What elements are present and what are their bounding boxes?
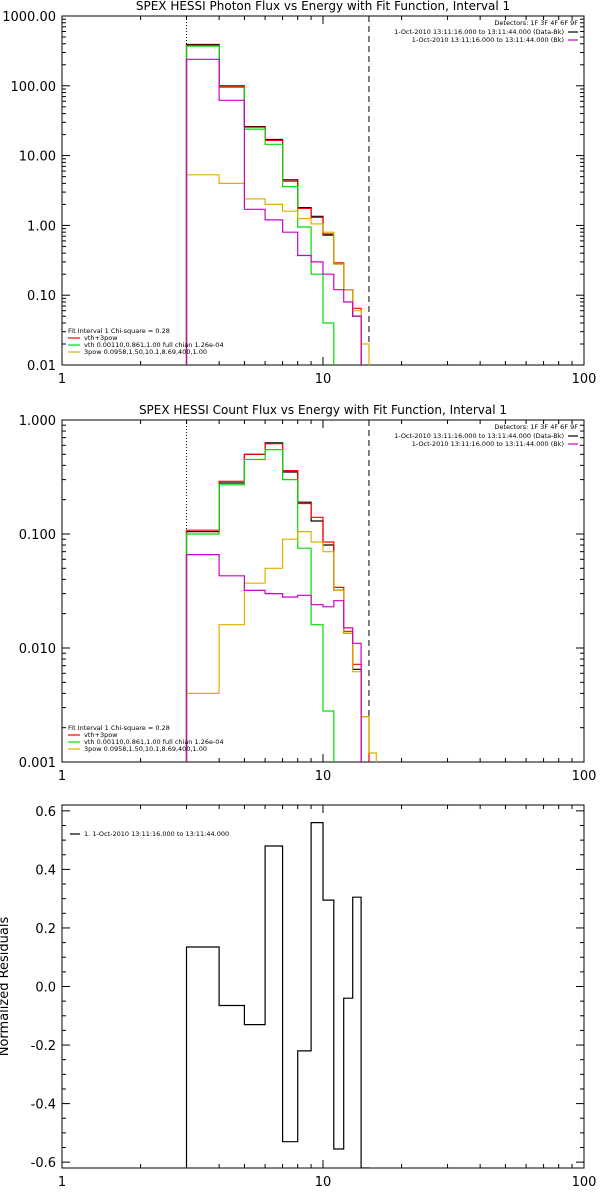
series-thermal-line bbox=[185, 45, 335, 365]
y-tick-label: 0.01 bbox=[27, 359, 56, 374]
legend-bottom-entry-label: vth+3pow bbox=[84, 731, 118, 739]
y-tick-label: 1.000 bbox=[19, 414, 56, 429]
y-tick-label: -0.4 bbox=[31, 1098, 56, 1113]
legend-bottom-entry-label: 3pow 0.0958,1.50,10.1,8.69,400,1.00 bbox=[84, 745, 207, 753]
x-tick-label: 10 bbox=[315, 1175, 332, 1190]
x-tick-label: 10 bbox=[315, 769, 332, 784]
legend-fit-header: Fit Interval 1 Chi-square = 0.28 bbox=[68, 327, 170, 335]
y-tick-label: 10.00 bbox=[19, 150, 56, 165]
y-tick-label: -0.6 bbox=[31, 1156, 56, 1171]
legend-entry-label: 1. 1-Oct-2010 13:11:16.000 to 13:11:44.0… bbox=[84, 830, 229, 838]
chart-panel-1: SPEX HESSI Photon Flux vs Energy with Fi… bbox=[2, 0, 596, 387]
y-tick-label: 100.00 bbox=[11, 80, 57, 95]
series-thermal-line bbox=[185, 449, 335, 762]
series-data-line bbox=[185, 442, 362, 762]
x-tick-label: 10 bbox=[315, 372, 332, 387]
x-tick-label: 1 bbox=[58, 372, 66, 387]
x-tick-label: 100 bbox=[572, 1175, 597, 1190]
y-tick-label: 0.4 bbox=[35, 863, 56, 878]
legend-detectors-text: Detectors: 1F 3F 4F 6F 9F bbox=[494, 423, 578, 431]
chart-panel-2: SPEX HESSI Count Flux vs Energy with Fit… bbox=[19, 403, 597, 784]
x-tick-label: 100 bbox=[572, 769, 597, 784]
y-tick-label: -0.2 bbox=[31, 1039, 56, 1054]
y-tick-label: 0.010 bbox=[19, 642, 56, 657]
series-model-line bbox=[185, 443, 370, 762]
y-tick-label: 1.00 bbox=[27, 219, 56, 234]
series-background-line bbox=[185, 554, 362, 762]
legend-top-entry-label: 1-Oct-2010 13:11:16.000 to 13:11:44.000 … bbox=[412, 36, 564, 44]
y-tick-label: 0.10 bbox=[27, 289, 56, 304]
legend-top-entry-label: 1-Oct-2010 13:11:16.000 to 13:11:44.000 … bbox=[394, 28, 564, 36]
y-tick-label: 0.0 bbox=[35, 981, 56, 996]
legend-bottom-entry-label: vth+3pow bbox=[84, 334, 118, 342]
series-pow-line bbox=[185, 174, 370, 365]
legend-bottom-entry-label: vth 0.00110,0.861,1.00 full chian 1.26e-… bbox=[84, 738, 224, 746]
y-tick-label: 1000.00 bbox=[2, 10, 56, 25]
legend-bottom-entry-label: 3pow 0.0958,1.50,10.1,8.69,400,1.00 bbox=[84, 348, 207, 356]
series-model-line bbox=[185, 44, 362, 365]
series-data-line bbox=[185, 43, 362, 365]
x-tick-label: 1 bbox=[58, 769, 66, 784]
legend-top-entry-label: 1-Oct-2010 13:11:16.000 to 13:11:44.000 … bbox=[412, 440, 564, 448]
y-tick-label: 0.2 bbox=[35, 922, 56, 937]
chart-title: SPEX HESSI Count Flux vs Energy with Fit… bbox=[139, 403, 507, 417]
x-tick-label: 1 bbox=[58, 1175, 66, 1190]
y-tick-label: 0.001 bbox=[19, 756, 56, 771]
legend-detectors-text: Detectors: 1F 3F 4F 6F 9F bbox=[494, 19, 578, 27]
series-background-line bbox=[185, 58, 362, 365]
x-tick-label: 100 bbox=[572, 372, 597, 387]
legend-top-entry-label: 1-Oct-2010 13:11:16.000 to 13:11:44.000 … bbox=[394, 432, 564, 440]
y-tick-label: 0.100 bbox=[19, 528, 56, 543]
y-axis-label: Normalized Residuals bbox=[0, 917, 12, 1057]
chart-panel-3: 1 10 100 -0.6 -0.4 -0.2 0.0 0.2 0.4 0.6 Normalized… bbox=[0, 804, 597, 1190]
legend-bottom-entry-label: vth 0.00110,0.861,1.00 full chian 1.26e-… bbox=[84, 341, 224, 349]
series-residuals-line bbox=[185, 822, 370, 1168]
chart-title: SPEX HESSI Photon Flux vs Energy with Fi… bbox=[136, 0, 510, 13]
legend-fit-header: Fit Interval 1 Chi-square = 0.28 bbox=[68, 724, 170, 732]
y-tick-label: 0.6 bbox=[35, 805, 56, 820]
